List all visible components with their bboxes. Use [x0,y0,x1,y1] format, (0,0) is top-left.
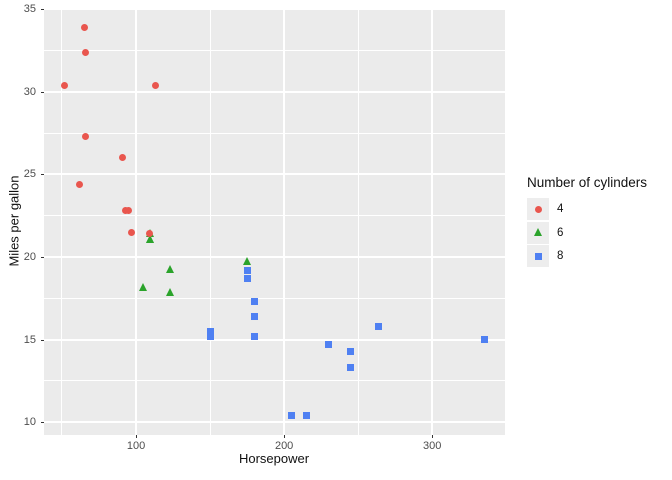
y-axis-tick-label: 20 [23,251,36,263]
gridline-minor-v [505,8,507,435]
y-axis-tick-label: 15 [23,333,36,346]
legend-key [527,245,549,267]
x-axis-tick [432,435,434,438]
data-point-square [243,266,251,274]
gridline-major-v [135,8,138,435]
y-axis-tick [41,174,44,176]
data-point-circle [76,180,84,188]
gridline-minor-h [44,132,505,134]
x-axis-tick [284,435,286,438]
x-axis-title: Horsepower [238,451,310,466]
legend: Number of cylinders 4 6 8 [527,175,647,269]
data-point-circle [145,230,153,238]
legend-item-8: 8 [527,245,647,267]
data-point-circle [119,154,127,162]
legend-item-label: 4 [557,203,564,215]
gridline-major-h [44,256,505,258]
legend-item-4: 4 [527,198,647,220]
y-axis-tick [41,257,44,258]
legend-item-label: 8 [557,250,564,262]
legend-title: Number of cylinders [527,175,648,190]
data-point-triangle [242,256,251,265]
gridline-minor-v [61,8,63,435]
x-axis-tick-label: 100 [126,440,146,452]
gridline-minor-h [44,215,505,217]
data-point-square [480,336,488,344]
gridline-minor-h [44,297,505,299]
y-axis-tick-label: 30 [23,85,36,98]
gridline-major-h [44,8,505,11]
y-axis-tick-label: 35 [23,3,36,16]
data-point-circle [82,132,90,140]
gridline-major-h [44,421,505,424]
x-axis-tick-label: 200 [274,440,294,452]
data-point-square [302,412,310,420]
gridline-major-v [283,8,286,435]
gridline-major-h [44,338,505,341]
data-point-circle [125,207,133,215]
x-axis-tick-label: 300 [423,440,442,452]
data-point-triangle [533,227,542,236]
y-axis-tick [41,339,44,341]
data-point-square [375,322,383,330]
gridline-minor-v [357,8,359,435]
data-point-circle [534,205,542,213]
y-axis-tick-label: 25 [23,168,36,181]
legend-key [527,198,549,220]
y-axis-title: Miles per gallon [6,175,22,267]
data-point-triangle [165,265,174,274]
data-point-triangle [138,283,147,292]
data-point-square [251,332,258,340]
data-point-circle [151,81,159,89]
data-point-square [347,364,355,372]
gridline-major-h [44,173,505,176]
data-point-square [243,274,251,282]
data-point-square [206,332,214,340]
gridline-minor-h [44,50,505,52]
data-point-square [206,327,214,335]
y-axis-tick [41,422,44,424]
data-point-triangle [146,235,155,244]
y-axis-tick [41,91,44,93]
legend-item-6: 6 [527,221,647,244]
gridline-major-v [431,8,434,435]
gridline-minor-v [209,8,211,435]
gridline-major-h [44,90,505,93]
data-point-circle [128,228,136,236]
legend-key [527,221,549,244]
data-point-circle [82,48,90,56]
x-axis-tick [136,435,138,438]
data-point-square [251,298,258,306]
plot-panel [44,8,507,435]
data-point-triangle [165,288,174,297]
y-axis-tick [41,9,44,11]
gridline-minor-h [44,380,505,382]
data-point-square [534,252,542,260]
data-point-circle [80,23,88,31]
data-point-square [347,347,355,355]
data-point-square [325,341,333,349]
y-axis-tick-label: 10 [23,416,36,429]
legend-item-label: 6 [557,226,564,239]
data-point-square [288,412,296,420]
data-point-square [251,312,258,320]
data-point-circle [61,81,69,89]
legend-items: 4 6 8 [527,198,647,267]
